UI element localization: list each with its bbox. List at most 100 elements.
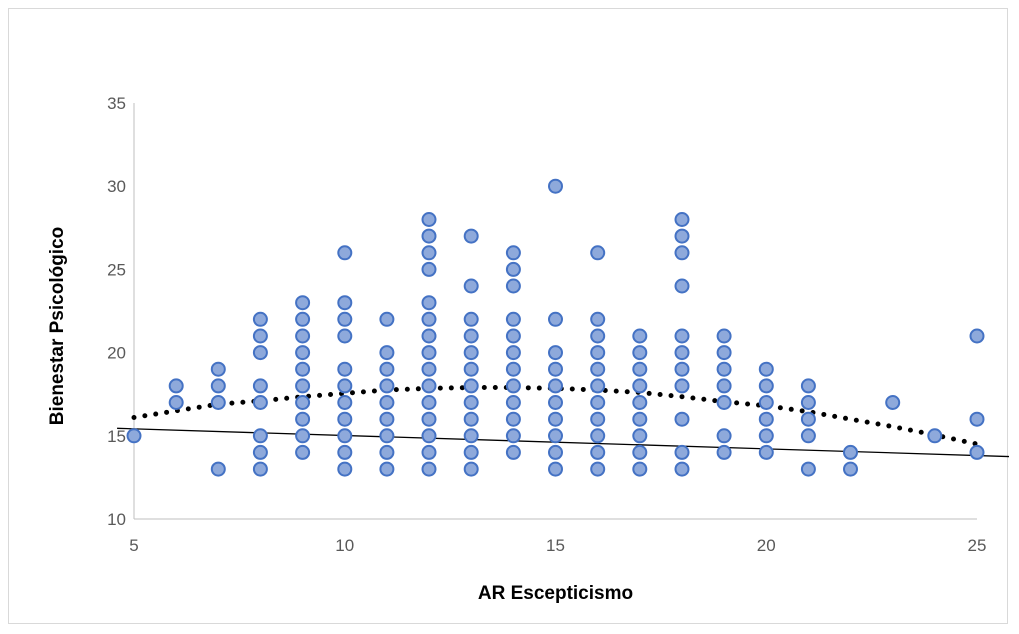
data-point [716, 395, 732, 410]
data-point [758, 378, 774, 394]
data-point [252, 461, 268, 477]
data-point [590, 461, 606, 477]
data-point [252, 328, 268, 344]
data-point [337, 295, 353, 311]
data-point [800, 461, 816, 477]
data-point [843, 461, 858, 477]
data-point [590, 361, 606, 377]
data-point [505, 378, 521, 394]
data-point [674, 278, 690, 294]
data-point [421, 328, 437, 344]
y-tick-label: 25 [107, 260, 126, 279]
data-point [295, 395, 311, 410]
data-point [337, 444, 353, 460]
data-point [337, 245, 353, 261]
data-point [800, 428, 816, 444]
data-point [379, 395, 395, 410]
x-tick-label: 25 [968, 536, 987, 555]
data-point [337, 461, 353, 477]
data-point [421, 228, 437, 244]
data-point [674, 328, 690, 344]
data-point [421, 444, 437, 460]
data-point [969, 411, 985, 427]
data-point [463, 228, 479, 244]
data-point [295, 378, 311, 394]
data-point [548, 178, 563, 194]
data-point [843, 444, 858, 460]
data-point [716, 378, 732, 394]
data-point [505, 311, 521, 327]
data-point [337, 411, 353, 427]
data-point [590, 345, 606, 361]
polynomial-trendline [131, 385, 980, 447]
data-point [674, 378, 690, 394]
data-point [379, 378, 395, 394]
data-point [674, 461, 690, 477]
data-point [421, 361, 437, 377]
data-point [716, 444, 732, 460]
data-points [126, 178, 985, 477]
data-point [252, 428, 268, 444]
data-point [421, 411, 437, 427]
data-point [548, 411, 563, 427]
data-point [463, 378, 479, 394]
data-point [421, 345, 437, 361]
data-point [548, 428, 563, 444]
data-point [463, 311, 479, 327]
data-point [379, 428, 395, 444]
data-point [421, 311, 437, 327]
data-point [421, 428, 437, 444]
data-point [421, 245, 437, 261]
x-tick-label: 10 [335, 536, 354, 555]
data-point [632, 395, 648, 410]
data-point [590, 428, 606, 444]
data-point [463, 361, 479, 377]
data-point [590, 245, 606, 261]
data-point [590, 411, 606, 427]
data-point [505, 245, 521, 261]
data-point [463, 395, 479, 410]
data-point [337, 328, 353, 344]
data-point [337, 311, 353, 327]
data-point [674, 345, 690, 361]
data-point [548, 461, 563, 477]
y-tick-label: 35 [107, 94, 126, 113]
data-point [800, 378, 816, 394]
data-point [295, 328, 311, 344]
data-point [337, 378, 353, 394]
data-point [674, 361, 690, 377]
data-point [716, 361, 732, 377]
axes [133, 103, 977, 520]
data-point [505, 428, 521, 444]
data-point [674, 444, 690, 460]
data-point [632, 428, 648, 444]
data-point [379, 444, 395, 460]
data-point [674, 212, 690, 227]
data-point [463, 428, 479, 444]
data-point [632, 411, 648, 427]
data-point [295, 295, 311, 311]
trend-lines [117, 385, 1009, 458]
data-point [590, 444, 606, 460]
data-point [421, 295, 437, 311]
data-point [337, 361, 353, 377]
data-point [252, 378, 268, 394]
data-point [548, 361, 563, 377]
data-point [295, 411, 311, 427]
data-point [758, 444, 774, 460]
data-point [505, 345, 521, 361]
data-point [295, 428, 311, 444]
data-point [969, 444, 985, 460]
data-point [295, 311, 311, 327]
data-point [463, 444, 479, 460]
x-tick-label: 5 [129, 536, 138, 555]
data-point [674, 411, 690, 427]
data-point [337, 428, 353, 444]
y-tick-label: 15 [107, 427, 126, 446]
x-tick-label: 20 [757, 536, 776, 555]
data-point [168, 378, 184, 394]
data-point [674, 245, 690, 261]
x-axis-title: AR Escepticismo [478, 583, 633, 604]
y-axis-title: Bienestar Psicológico [47, 227, 68, 426]
